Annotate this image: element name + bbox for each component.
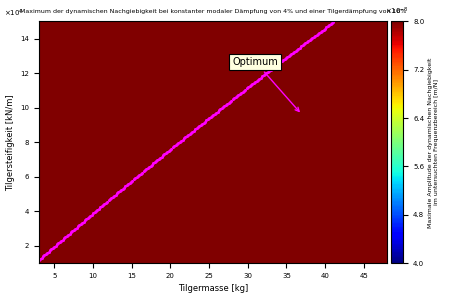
Text: $\times 10^{4}$: $\times 10^{4}$ [4, 8, 24, 19]
X-axis label: Tilgermasse [kg]: Tilgermasse [kg] [178, 284, 248, 293]
Title: Maximum der dynamischen Nachgiebigkeit bei konstanter modaler Dämpfung von 4% un: Maximum der dynamischen Nachgiebigkeit b… [20, 9, 406, 14]
Text: Optimum: Optimum [232, 57, 299, 112]
Y-axis label: Maximale Amplitude der dynamischen Nachgiebigkeit
im untersuchten Frequenzbereic: Maximale Amplitude der dynamischen Nachg… [429, 57, 439, 228]
Text: $\times 10^{-8}$: $\times 10^{-8}$ [386, 5, 409, 17]
Y-axis label: Tilgersteifigkeit [kN/m]: Tilgersteifigkeit [kN/m] [6, 94, 15, 191]
